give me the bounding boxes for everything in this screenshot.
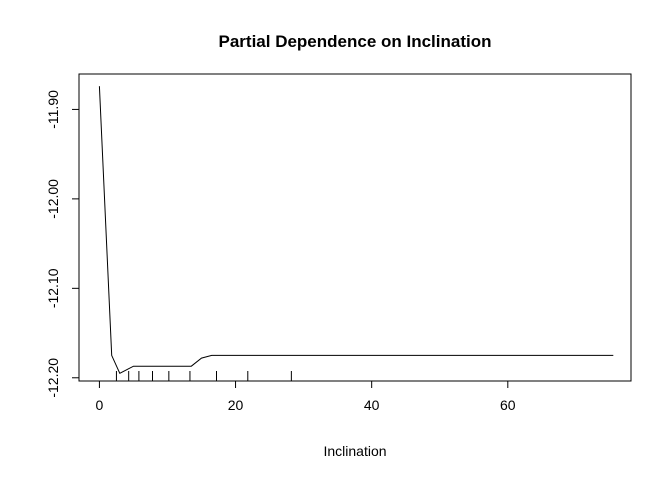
chart-title: Partial Dependence on Inclination xyxy=(219,32,492,51)
y-tick-label: -12.10 xyxy=(45,268,61,308)
x-tick-label: 0 xyxy=(96,397,104,413)
x-axis-label: Inclination xyxy=(323,443,386,459)
x-axis: 0 20 40 60 xyxy=(96,380,516,413)
x-tick-label: 20 xyxy=(228,397,244,413)
series-line xyxy=(98,86,614,374)
rug-ticks xyxy=(115,371,292,381)
series-lines xyxy=(98,86,614,374)
x-tick-label: 40 xyxy=(364,397,380,413)
x-tick-label: 60 xyxy=(500,397,516,413)
y-tick-label: -12.00 xyxy=(45,179,61,219)
y-tick-label: -12.20 xyxy=(45,358,61,398)
y-axis: -11.90 -12.00 -12.10 -12.20 xyxy=(45,90,80,398)
y-tick-label: -11.90 xyxy=(45,90,61,129)
plot-box xyxy=(78,73,632,382)
